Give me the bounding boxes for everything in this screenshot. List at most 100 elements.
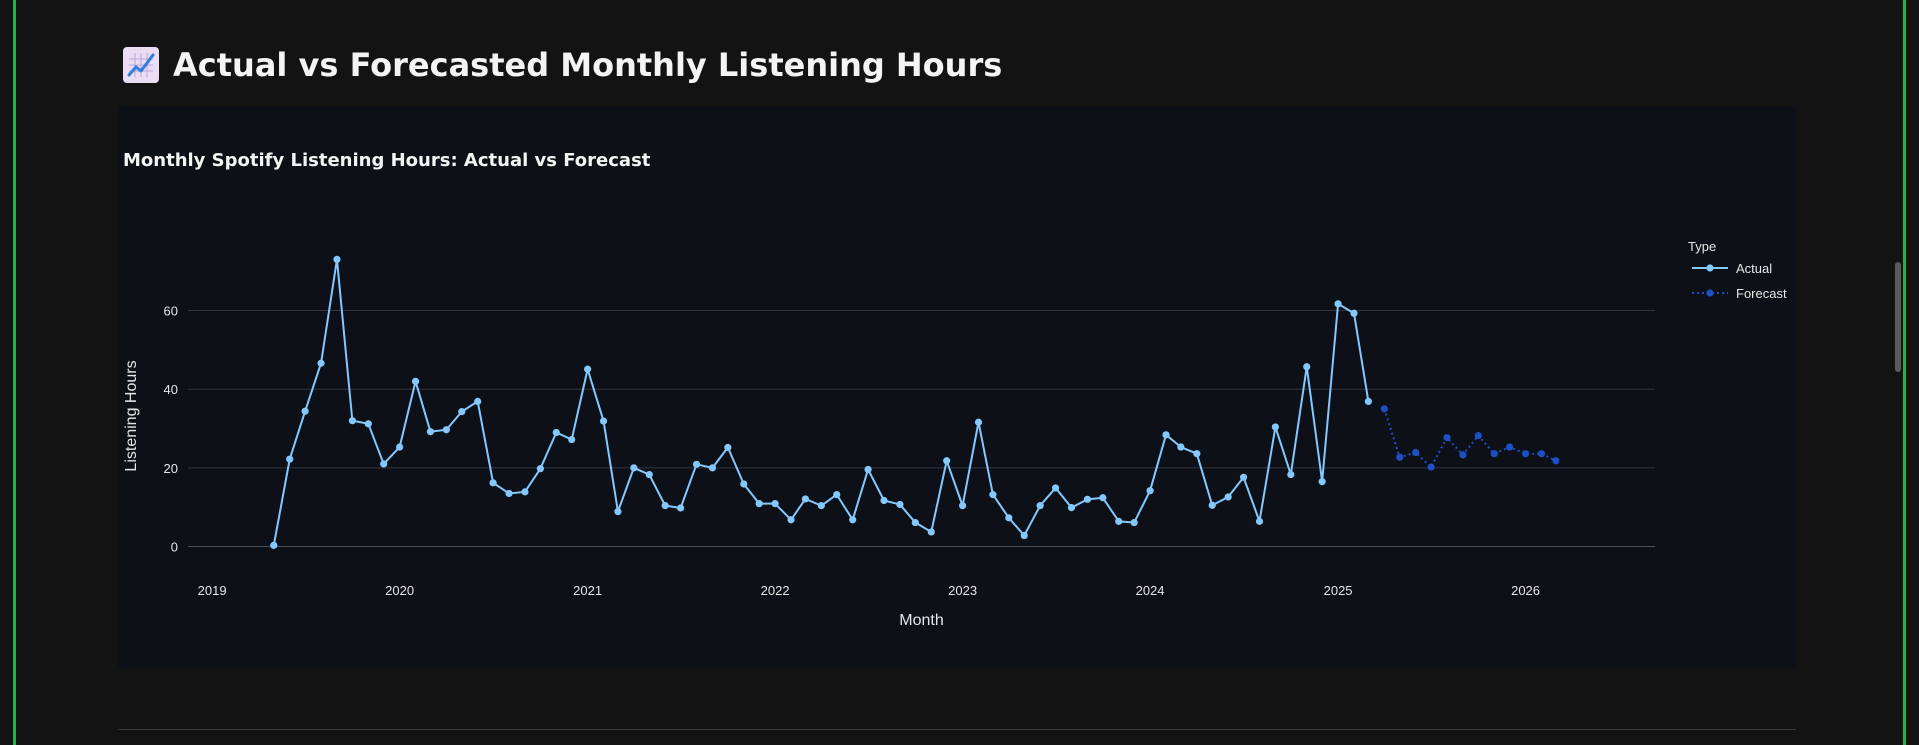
data-point-actual — [1115, 518, 1122, 525]
x-tick-label: 2019 — [198, 583, 227, 598]
x-tick-label: 2026 — [1511, 583, 1540, 598]
data-point-actual — [787, 516, 794, 523]
data-point-actual — [1350, 310, 1357, 317]
data-point-actual — [1303, 363, 1310, 370]
data-point-actual — [427, 428, 434, 435]
data-point-actual — [553, 429, 560, 436]
y-tick-label: 0 — [171, 540, 178, 555]
data-point-actual — [317, 360, 324, 367]
data-point-forecast — [1506, 443, 1513, 450]
data-point-actual — [1256, 518, 1263, 525]
legend-label-forecast: Forecast — [1736, 286, 1787, 301]
data-point-actual — [1037, 502, 1044, 509]
data-point-actual — [693, 461, 700, 468]
data-point-actual — [928, 528, 935, 535]
data-point-actual — [505, 490, 512, 497]
legend-label-actual: Actual — [1736, 261, 1772, 276]
data-point-actual — [1177, 443, 1184, 450]
x-tick-label: 2020 — [385, 583, 414, 598]
data-point-actual — [880, 497, 887, 504]
data-point-actual — [896, 501, 903, 508]
legend-title: Type — [1688, 239, 1716, 254]
data-point-actual — [302, 408, 309, 415]
y-axis-title: Listening Hours — [123, 360, 140, 471]
data-point-actual — [490, 479, 497, 486]
data-point-actual — [1209, 502, 1216, 509]
data-point-actual — [677, 504, 684, 511]
data-point-actual — [474, 398, 481, 405]
data-point-forecast — [1538, 450, 1545, 457]
data-point-actual — [943, 457, 950, 464]
data-point-actual — [833, 491, 840, 498]
data-point-actual — [740, 480, 747, 487]
data-point-actual — [1005, 514, 1012, 521]
data-point-forecast — [1491, 450, 1498, 457]
data-point-actual — [443, 426, 450, 433]
data-point-actual — [1068, 504, 1075, 511]
data-point-actual — [818, 502, 825, 509]
data-point-actual — [380, 460, 387, 467]
data-point-actual — [662, 502, 669, 509]
x-tick-label: 2023 — [948, 583, 977, 598]
data-point-actual — [537, 465, 544, 472]
data-point-actual — [864, 466, 871, 473]
data-point-actual — [521, 488, 528, 495]
data-point-actual — [458, 408, 465, 415]
data-point-actual — [1319, 478, 1326, 485]
data-point-actual — [1146, 487, 1153, 494]
series-line-forecast — [1384, 409, 1556, 467]
data-point-actual — [1052, 484, 1059, 491]
data-point-actual — [772, 500, 779, 507]
legend-marker-forecast — [1706, 289, 1713, 296]
data-point-actual — [1365, 398, 1372, 405]
data-point-actual — [646, 471, 653, 478]
data-point-actual — [1162, 431, 1169, 438]
x-tick-label: 2022 — [761, 583, 790, 598]
data-point-forecast — [1381, 405, 1388, 412]
section-divider — [118, 729, 1796, 730]
x-tick-label: 2021 — [573, 583, 602, 598]
data-point-actual — [912, 519, 919, 526]
x-axis-title: Month — [899, 612, 943, 629]
data-point-actual — [584, 366, 591, 373]
data-point-actual — [1021, 532, 1028, 539]
data-point-actual — [286, 456, 293, 463]
data-point-forecast — [1427, 463, 1434, 470]
x-tick-label: 2024 — [1136, 583, 1165, 598]
data-point-actual — [600, 417, 607, 424]
y-tick-label: 60 — [164, 304, 178, 319]
data-point-forecast — [1552, 457, 1559, 464]
data-point-actual — [1131, 519, 1138, 526]
data-point-forecast — [1459, 451, 1466, 458]
data-point-actual — [709, 464, 716, 471]
data-point-actual — [568, 436, 575, 443]
data-point-actual — [1084, 496, 1091, 503]
data-point-actual — [333, 256, 340, 263]
data-point-actual — [1287, 471, 1294, 478]
data-point-forecast — [1475, 432, 1482, 439]
y-tick-label: 40 — [164, 382, 178, 397]
data-point-actual — [1334, 300, 1341, 307]
data-point-actual — [630, 464, 637, 471]
data-point-forecast — [1443, 434, 1450, 441]
data-point-forecast — [1412, 449, 1419, 456]
data-point-actual — [975, 419, 982, 426]
data-point-actual — [959, 502, 966, 509]
data-point-actual — [614, 508, 621, 515]
data-point-actual — [396, 443, 403, 450]
data-point-actual — [849, 516, 856, 523]
data-point-actual — [365, 420, 372, 427]
data-point-forecast — [1522, 450, 1529, 457]
data-point-actual — [349, 417, 356, 424]
data-point-actual — [1099, 494, 1106, 501]
data-point-actual — [1272, 423, 1279, 430]
x-tick-label: 2025 — [1324, 583, 1353, 598]
data-point-forecast — [1396, 454, 1403, 461]
legend-marker-actual — [1706, 264, 1713, 271]
data-point-actual — [1240, 474, 1247, 481]
data-point-actual — [1193, 450, 1200, 457]
data-point-actual — [989, 491, 996, 498]
data-point-actual — [756, 500, 763, 507]
data-point-actual — [724, 444, 731, 451]
